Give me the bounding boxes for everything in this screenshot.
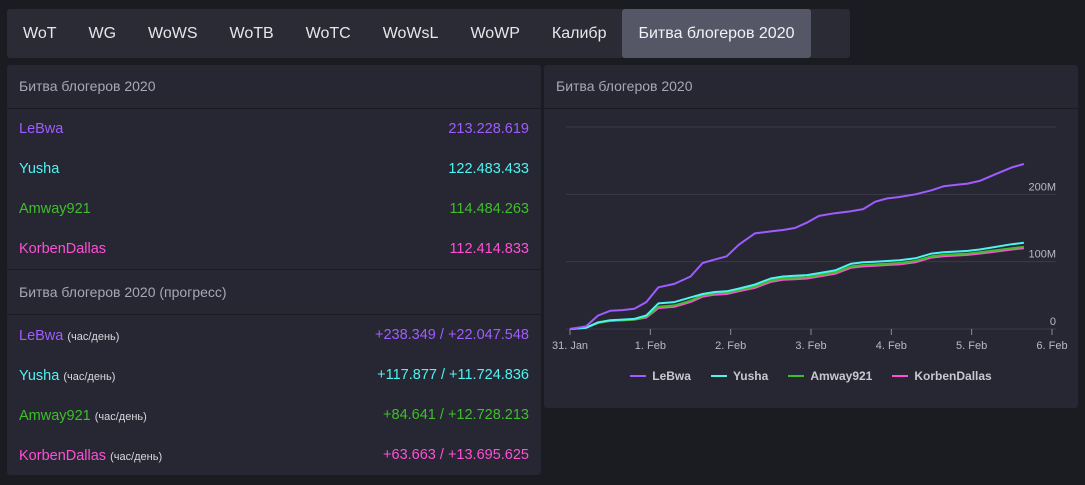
- totals-row-lebwa: LeBwa 213.228.619: [7, 109, 541, 149]
- player-progress: +63.663 / +13.695.625: [383, 447, 529, 463]
- totals-row-yusha: Yusha 122.483.433: [7, 149, 541, 189]
- tab-wotc[interactable]: WoTC: [305, 24, 351, 42]
- x-tick-label: 4. Feb: [876, 340, 907, 352]
- player-name: Amway921: [19, 201, 91, 217]
- tab-wotb[interactable]: WoTB: [229, 24, 274, 42]
- player-total: 213.228.619: [448, 121, 529, 137]
- x-tick-label: 6. Feb: [1036, 340, 1067, 352]
- legend-label: Amway921: [810, 369, 873, 383]
- progress-line-chart: 0 100M 200M 31. Jan 1. Feb 2. Feb 3. Feb 4. Feb…: [552, 126, 1068, 352]
- player-name: Yusha: [19, 367, 60, 384]
- totals-title: Битва блогеров 2020: [7, 65, 541, 109]
- player-name: LeBwa: [19, 327, 64, 344]
- progress-row-amway: Amway921 (час/день) +84.641 / +12.728.213: [7, 395, 541, 435]
- chart-panel-title: Битва блогеров 2020: [544, 65, 1078, 109]
- tab-kalibr[interactable]: Калибр: [551, 24, 607, 42]
- x-tick-label: 1. Feb: [635, 340, 666, 352]
- unit-label: (час/день): [94, 410, 147, 423]
- legend-item-korben[interactable]: KorbenDallas: [892, 369, 992, 383]
- legend-item-amway[interactable]: Amway921: [788, 369, 872, 383]
- unit-label: (час/день): [67, 330, 120, 343]
- legend-swatch: [710, 375, 727, 377]
- totals-row-amway: Amway921 114.484.263: [7, 189, 541, 229]
- chart-panel: Битва блогеров 2020 0 100M 200M 31. Jan 1. F…: [544, 65, 1078, 408]
- tab-blogger-battle[interactable]: Битва блогеров 2020: [622, 9, 811, 58]
- y-tick-label: 100M: [1028, 249, 1056, 261]
- player-progress: +84.641 / +12.728.213: [383, 407, 529, 423]
- series-line-amway: [569, 245, 1025, 330]
- unit-label: (час/день): [63, 370, 116, 383]
- series-line-lebwa: [569, 163, 1025, 330]
- x-tick-label: 2. Feb: [715, 340, 746, 352]
- legend-swatch: [892, 375, 909, 377]
- progress-row-lebwa: LeBwa (час/день) +238.349 / +22.047.548: [7, 315, 541, 355]
- tab-wowsl[interactable]: WoWsL: [382, 24, 439, 42]
- y-tick-label: 200M: [1028, 181, 1056, 193]
- x-tick-label: 5. Feb: [956, 340, 987, 352]
- legend-item-lebwa[interactable]: LeBwa: [630, 369, 691, 383]
- player-name: Yusha: [19, 161, 60, 177]
- y-tick-label: 0: [1050, 316, 1056, 328]
- legend-label: Yusha: [732, 369, 769, 383]
- player-total: 112.414.833: [449, 241, 529, 257]
- chart-legend: LeBwa Yusha Amway921 KorbenDallas: [544, 369, 1078, 383]
- tab-wg[interactable]: WG: [88, 24, 117, 42]
- tab-wows[interactable]: WoWS: [148, 24, 198, 42]
- progress-row-yusha: Yusha (час/день) +117.877 / +11.724.836: [7, 355, 541, 395]
- series-line-yusha: [569, 241, 1025, 330]
- player-total: 114.484.263: [449, 201, 529, 217]
- player-name: Amway921: [19, 407, 91, 424]
- x-tick-label: 3. Feb: [795, 340, 826, 352]
- legend-swatch: [630, 375, 647, 377]
- player-name: KorbenDallas: [19, 447, 107, 464]
- progress-row-korben: KorbenDallas (час/день) +63.663 / +13.695…: [7, 435, 541, 475]
- player-progress: +238.349 / +22.047.548: [374, 327, 529, 343]
- player-progress: +117.877 / +11.724.836: [377, 367, 529, 383]
- legend-label: KorbenDallas: [914, 369, 992, 383]
- unit-label: (час/день): [110, 450, 163, 463]
- legend-swatch: [788, 375, 805, 377]
- tab-wot[interactable]: WoT: [23, 24, 57, 42]
- totals-row-korben: KorbenDallas 112.414.833: [7, 229, 541, 269]
- stats-panel: Битва блогеров 2020 LeBwa 213.228.619 Yu…: [7, 65, 541, 475]
- player-total: 122.483.433: [448, 161, 529, 177]
- player-name: LeBwa: [19, 121, 64, 137]
- player-name: KorbenDallas: [19, 241, 107, 257]
- tab-wowp[interactable]: WoWP: [470, 24, 520, 42]
- top-tabs: WoT WG WoWS WoTB WoTC WoWsL WoWP Калибр …: [7, 9, 850, 58]
- x-tick-label: 31. Jan: [552, 340, 588, 352]
- legend-label: LeBwa: [652, 369, 691, 383]
- progress-title: Битва блогеров 2020 (прогресс): [7, 269, 541, 315]
- legend-item-yusha[interactable]: Yusha: [710, 369, 769, 383]
